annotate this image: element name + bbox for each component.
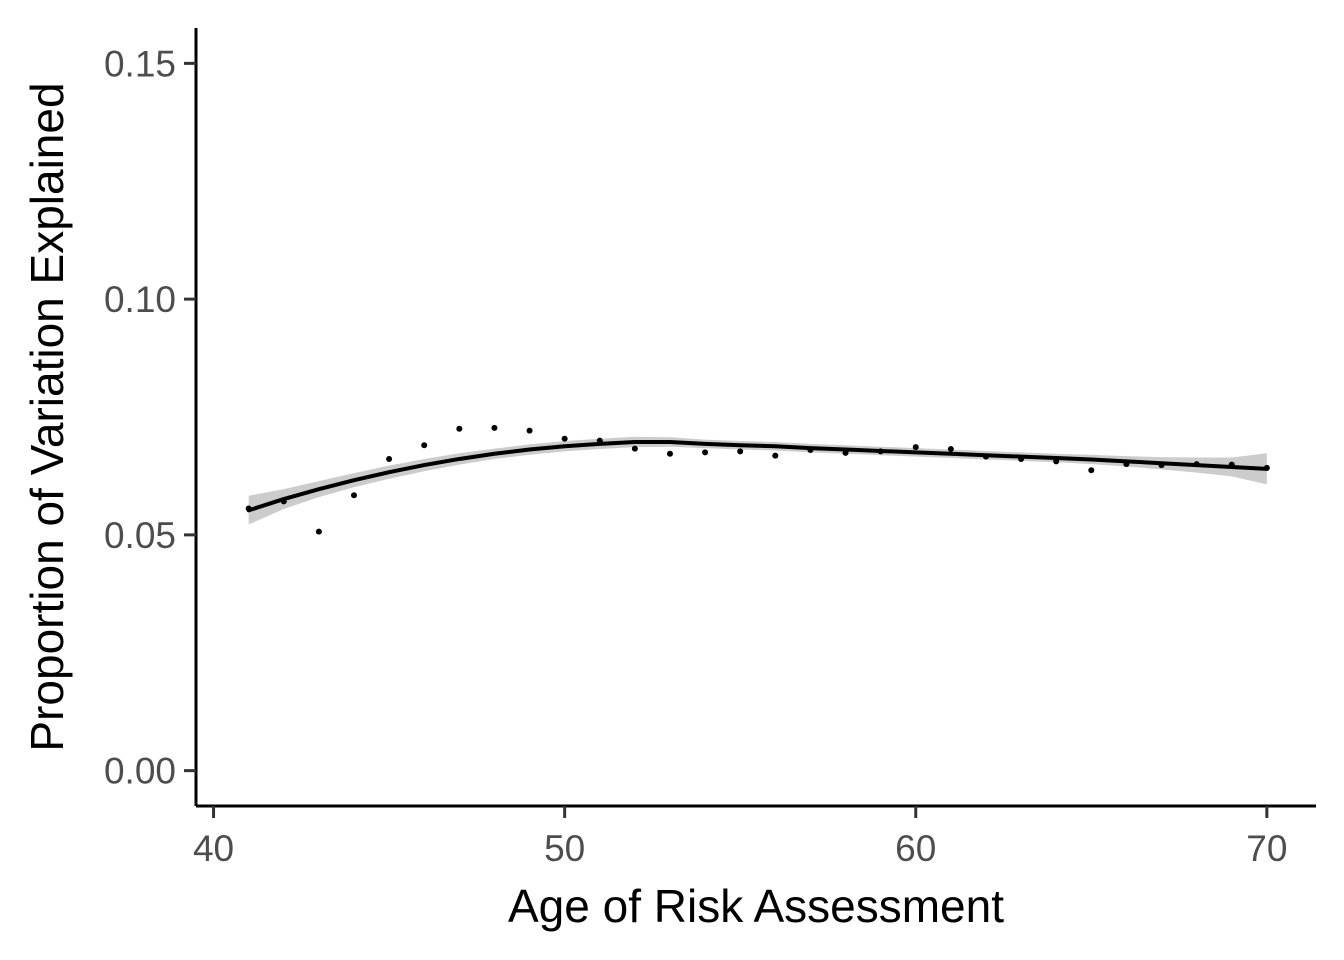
- data-point: [737, 448, 744, 455]
- axes-layer: [194, 28, 1316, 808]
- data-point: [982, 453, 989, 460]
- data-point: [280, 498, 287, 505]
- x-tick-label: 70: [1246, 828, 1287, 869]
- data-point: [912, 444, 919, 451]
- data-point: [1053, 458, 1060, 465]
- data-point: [421, 442, 428, 449]
- data-point: [1088, 467, 1095, 474]
- data-point: [1123, 461, 1130, 468]
- data-point: [1263, 464, 1270, 471]
- data-point: [456, 425, 463, 432]
- data-point: [631, 445, 638, 452]
- x-tick-label: 40: [193, 828, 234, 869]
- x-tick-label: 50: [544, 828, 585, 869]
- y-axis-title: Proportion of Variation Explained: [21, 82, 73, 751]
- data-point: [1228, 461, 1235, 468]
- data-point: [842, 449, 849, 456]
- data-points-layer: [245, 424, 1270, 535]
- smooth-curve: [246, 439, 1269, 513]
- data-point: [1158, 462, 1165, 469]
- data-point: [350, 492, 357, 499]
- smooth-curve-layer: [246, 439, 1269, 513]
- ticks-layer: 0.00 0.05 0.10 0.15 40 50 60 70: [104, 43, 1287, 869]
- data-point: [386, 455, 393, 462]
- data-point: [1018, 455, 1025, 462]
- data-point: [1193, 461, 1200, 468]
- data-point: [666, 450, 673, 457]
- y-tick-label: 0.15: [104, 43, 176, 84]
- data-point: [877, 448, 884, 455]
- data-point: [245, 505, 252, 512]
- confidence-band: [248, 436, 1267, 525]
- y-tick-label: 0.00: [104, 751, 176, 792]
- data-point: [315, 528, 322, 535]
- x-tick-label: 60: [895, 828, 936, 869]
- data-point: [596, 437, 603, 444]
- y-tick-label: 0.05: [104, 515, 176, 556]
- data-point: [561, 435, 568, 442]
- confidence-band-layer: [248, 436, 1267, 525]
- data-point: [526, 427, 533, 434]
- data-point: [491, 424, 498, 431]
- y-tick-label: 0.10: [104, 279, 176, 320]
- data-point: [772, 452, 779, 459]
- data-point: [947, 446, 954, 453]
- data-point: [702, 449, 709, 456]
- x-axis-title: Age of Risk Assessment: [508, 880, 1004, 932]
- data-point: [807, 447, 814, 454]
